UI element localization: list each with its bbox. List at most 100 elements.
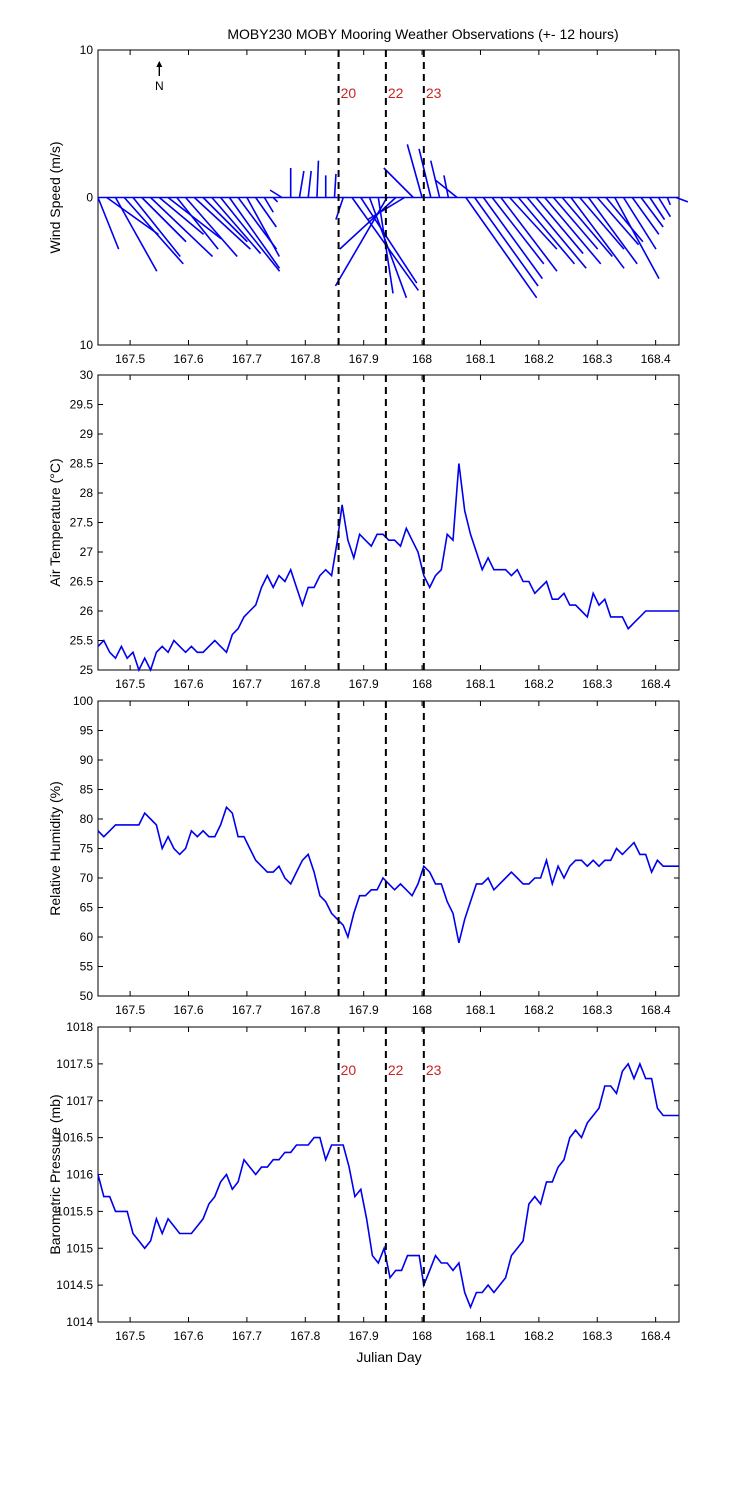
x-tick-label: 168.3 (582, 1003, 612, 1017)
x-tick-label: 167.7 (232, 677, 262, 691)
x-tick-label: 167.9 (349, 1003, 379, 1017)
wind-stick (228, 197, 281, 269)
x-tick-label: 168.4 (641, 1329, 671, 1343)
wind-stick (434, 179, 458, 199)
wind-stick (649, 197, 666, 221)
x-tick-label: 167.9 (349, 677, 379, 691)
x-tick-label: 167.6 (173, 1329, 203, 1343)
x-tick-label: 168 (412, 1329, 432, 1343)
wind-stick (360, 197, 418, 284)
wind-stick (491, 197, 545, 265)
x-tick-label: 168 (412, 1003, 432, 1017)
humidity-series-line (97, 805, 679, 944)
y-tick-label: 29 (80, 427, 94, 441)
x-tick-label: 167.9 (349, 352, 379, 366)
y-tick-label: 25.5 (70, 634, 94, 648)
wind-stick (640, 197, 664, 228)
event-label: 22 (388, 85, 404, 101)
y-tick-label: 50 (80, 989, 94, 1003)
x-tick-label: 168.2 (524, 1329, 554, 1343)
y-tick-label: 70 (80, 871, 94, 885)
wind-stick (298, 170, 305, 198)
wind-stick (333, 173, 337, 198)
y-tick-label: 0 (86, 191, 93, 205)
x-tick-label: 167.5 (115, 1003, 145, 1017)
north-label: N (155, 79, 164, 93)
wind-stick (517, 196, 576, 265)
wind-stick (675, 196, 689, 203)
wind-stick (561, 196, 613, 258)
y-tick-label: 75 (80, 842, 94, 856)
wind-stick (368, 197, 408, 299)
y-tick-label: 1015 (66, 1241, 93, 1255)
wind-stick (657, 197, 672, 218)
y-tick-label: 1016.5 (56, 1131, 93, 1145)
x-tick-label: 168.1 (465, 352, 495, 366)
wind-stick (246, 197, 281, 257)
y-tick-label: 95 (80, 724, 94, 738)
x-tick-label: 167.9 (349, 1329, 379, 1343)
wind-stick (114, 197, 158, 272)
wind-stick (544, 196, 602, 265)
wind-stick (526, 196, 587, 269)
x-tick-label: 167.8 (290, 352, 320, 366)
wind-stick (263, 197, 274, 213)
wind-stick (211, 196, 262, 255)
wind-stick (339, 196, 397, 250)
wind-stick (255, 197, 277, 228)
x-tick-label: 167.7 (232, 352, 262, 366)
wind-stick (482, 197, 544, 280)
x-tick-label: 168.2 (524, 1003, 554, 1017)
wind-stick (587, 197, 638, 265)
event-label: 22 (388, 1062, 404, 1078)
wind-stick (97, 197, 120, 250)
x-tick-label: 168.3 (582, 352, 612, 366)
x-tick-label: 168.1 (465, 1003, 495, 1017)
wind-stick (269, 189, 283, 199)
x-tick-label: 167.8 (290, 1003, 320, 1017)
wind-stick (443, 175, 450, 198)
wind-stick (141, 196, 187, 243)
y-tick-label: 1018 (66, 1020, 93, 1034)
x-tick-label: 167.6 (173, 352, 203, 366)
wind-stick (123, 196, 184, 265)
wind-stick (465, 197, 538, 299)
air-temperature-panel: 25 25.5 26 26.5 27 27.5 28 28.5 29 29.5 30 167.5 167… (47, 368, 680, 691)
pressure-series-line (97, 1061, 679, 1310)
wind-stick (307, 170, 312, 198)
wind-stick (631, 197, 660, 235)
temperature-y-axis-label: Air Temperature (°C) (47, 458, 63, 586)
chart-title: MOBY230 MOBY Mooring Weather Observation… (227, 26, 618, 42)
x-tick-label: 168 (412, 677, 432, 691)
y-tick-label: 65 (80, 901, 94, 915)
y-tick-label: 1014 (66, 1315, 93, 1329)
y-tick-label: 27.5 (70, 516, 94, 530)
north-arrow-head-icon (156, 61, 163, 67)
wind-speed-panel: 10 0 10 167.5 167.6 167.7 167.8 167.9 168 168.1 16… (47, 43, 689, 366)
wind-stick (158, 196, 205, 235)
wind-stick (193, 196, 251, 250)
event-label: 20 (341, 1062, 357, 1078)
x-tick-label: 168.2 (524, 677, 554, 691)
x-tick-label: 168.3 (582, 1329, 612, 1343)
wind-stick (552, 196, 599, 250)
wind-stick (605, 196, 644, 243)
x-tick-label: 167.6 (173, 677, 203, 691)
y-tick-label: 1014.5 (56, 1278, 93, 1292)
y-tick-label: 30 (80, 368, 94, 382)
relative-humidity-panel: 50 55 60 65 70 75 80 85 90 95 100 167.5 167.6 167.7 16… (47, 694, 680, 1017)
y-tick-label: 1015.5 (56, 1204, 93, 1218)
y-tick-label: 25 (80, 663, 94, 677)
wind-stick (500, 197, 558, 272)
y-tick-label: 80 (80, 812, 94, 826)
x-tick-label: 167.5 (115, 1329, 145, 1343)
wind-stick (473, 197, 539, 287)
x-tick-label: 167.6 (173, 1003, 203, 1017)
wind-stick (150, 196, 214, 258)
y-tick-label: 85 (80, 783, 94, 797)
wind-stick (614, 197, 660, 280)
x-tick-label: 168.1 (465, 1329, 495, 1343)
x-tick-label: 168 (412, 352, 432, 366)
wind-stick (579, 196, 625, 250)
